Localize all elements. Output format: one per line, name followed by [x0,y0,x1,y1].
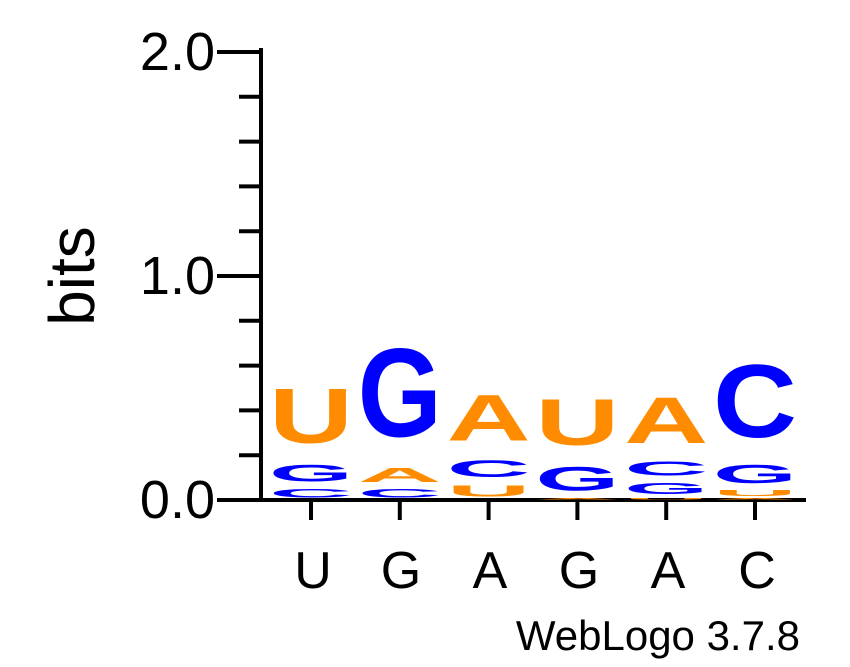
logo-letter-G: G [535,460,619,498]
logo-letter-C: C [269,486,353,499]
logo-letter-U: U [535,386,619,460]
logo-letter-C: C [358,486,442,499]
weblogo-version: WebLogo 3.7.8 [516,612,800,659]
logo-letter-C: C [624,457,708,480]
logo-letter-A: A [713,498,797,500]
x-tick-label-0: U [294,542,332,600]
x-axis: U G A G A C [259,498,806,600]
x-tick-label-5: C [738,542,776,600]
logo-letter-A: A [358,464,442,487]
logo-letter-G: G [624,480,708,498]
y-tick-label-1: 1.0 [140,246,215,306]
y-axis: 0.0 1.0 2.0 [140,22,263,530]
x-tick-label-3: G [559,542,599,600]
x-tick-label-1: G [381,542,421,600]
stack-column-3: UCA [447,381,531,500]
x-tick-label-2: A [473,542,508,600]
logo-letter-C: C [713,343,797,459]
logo-letter-G: G [713,460,797,489]
logo-letter-U: U [269,372,353,459]
logo-letter-C: C [447,455,531,482]
y-ticks [217,50,261,502]
x-tick-label-4: A [651,542,686,600]
logo-letter-G: G [358,323,442,464]
y-tick-label-2: 2.0 [140,22,215,82]
logo-letter-A: A [535,498,619,500]
y-axis-label: bits [36,226,108,326]
x-ticks [309,500,757,520]
stack-column-4: AGU [535,386,619,500]
stack-column-2: CAG [358,323,442,500]
stack-column-1: CGU [269,372,353,500]
logo-letter-U: U [624,498,708,500]
logo-letter-A: A [624,384,708,458]
logo-letter-U: U [447,482,531,500]
logo-letter-U: U [713,489,797,498]
logo-letter-A: A [447,381,531,455]
y-tick-label-0: 0.0 [140,470,215,530]
logo-letter-G: G [269,459,353,486]
